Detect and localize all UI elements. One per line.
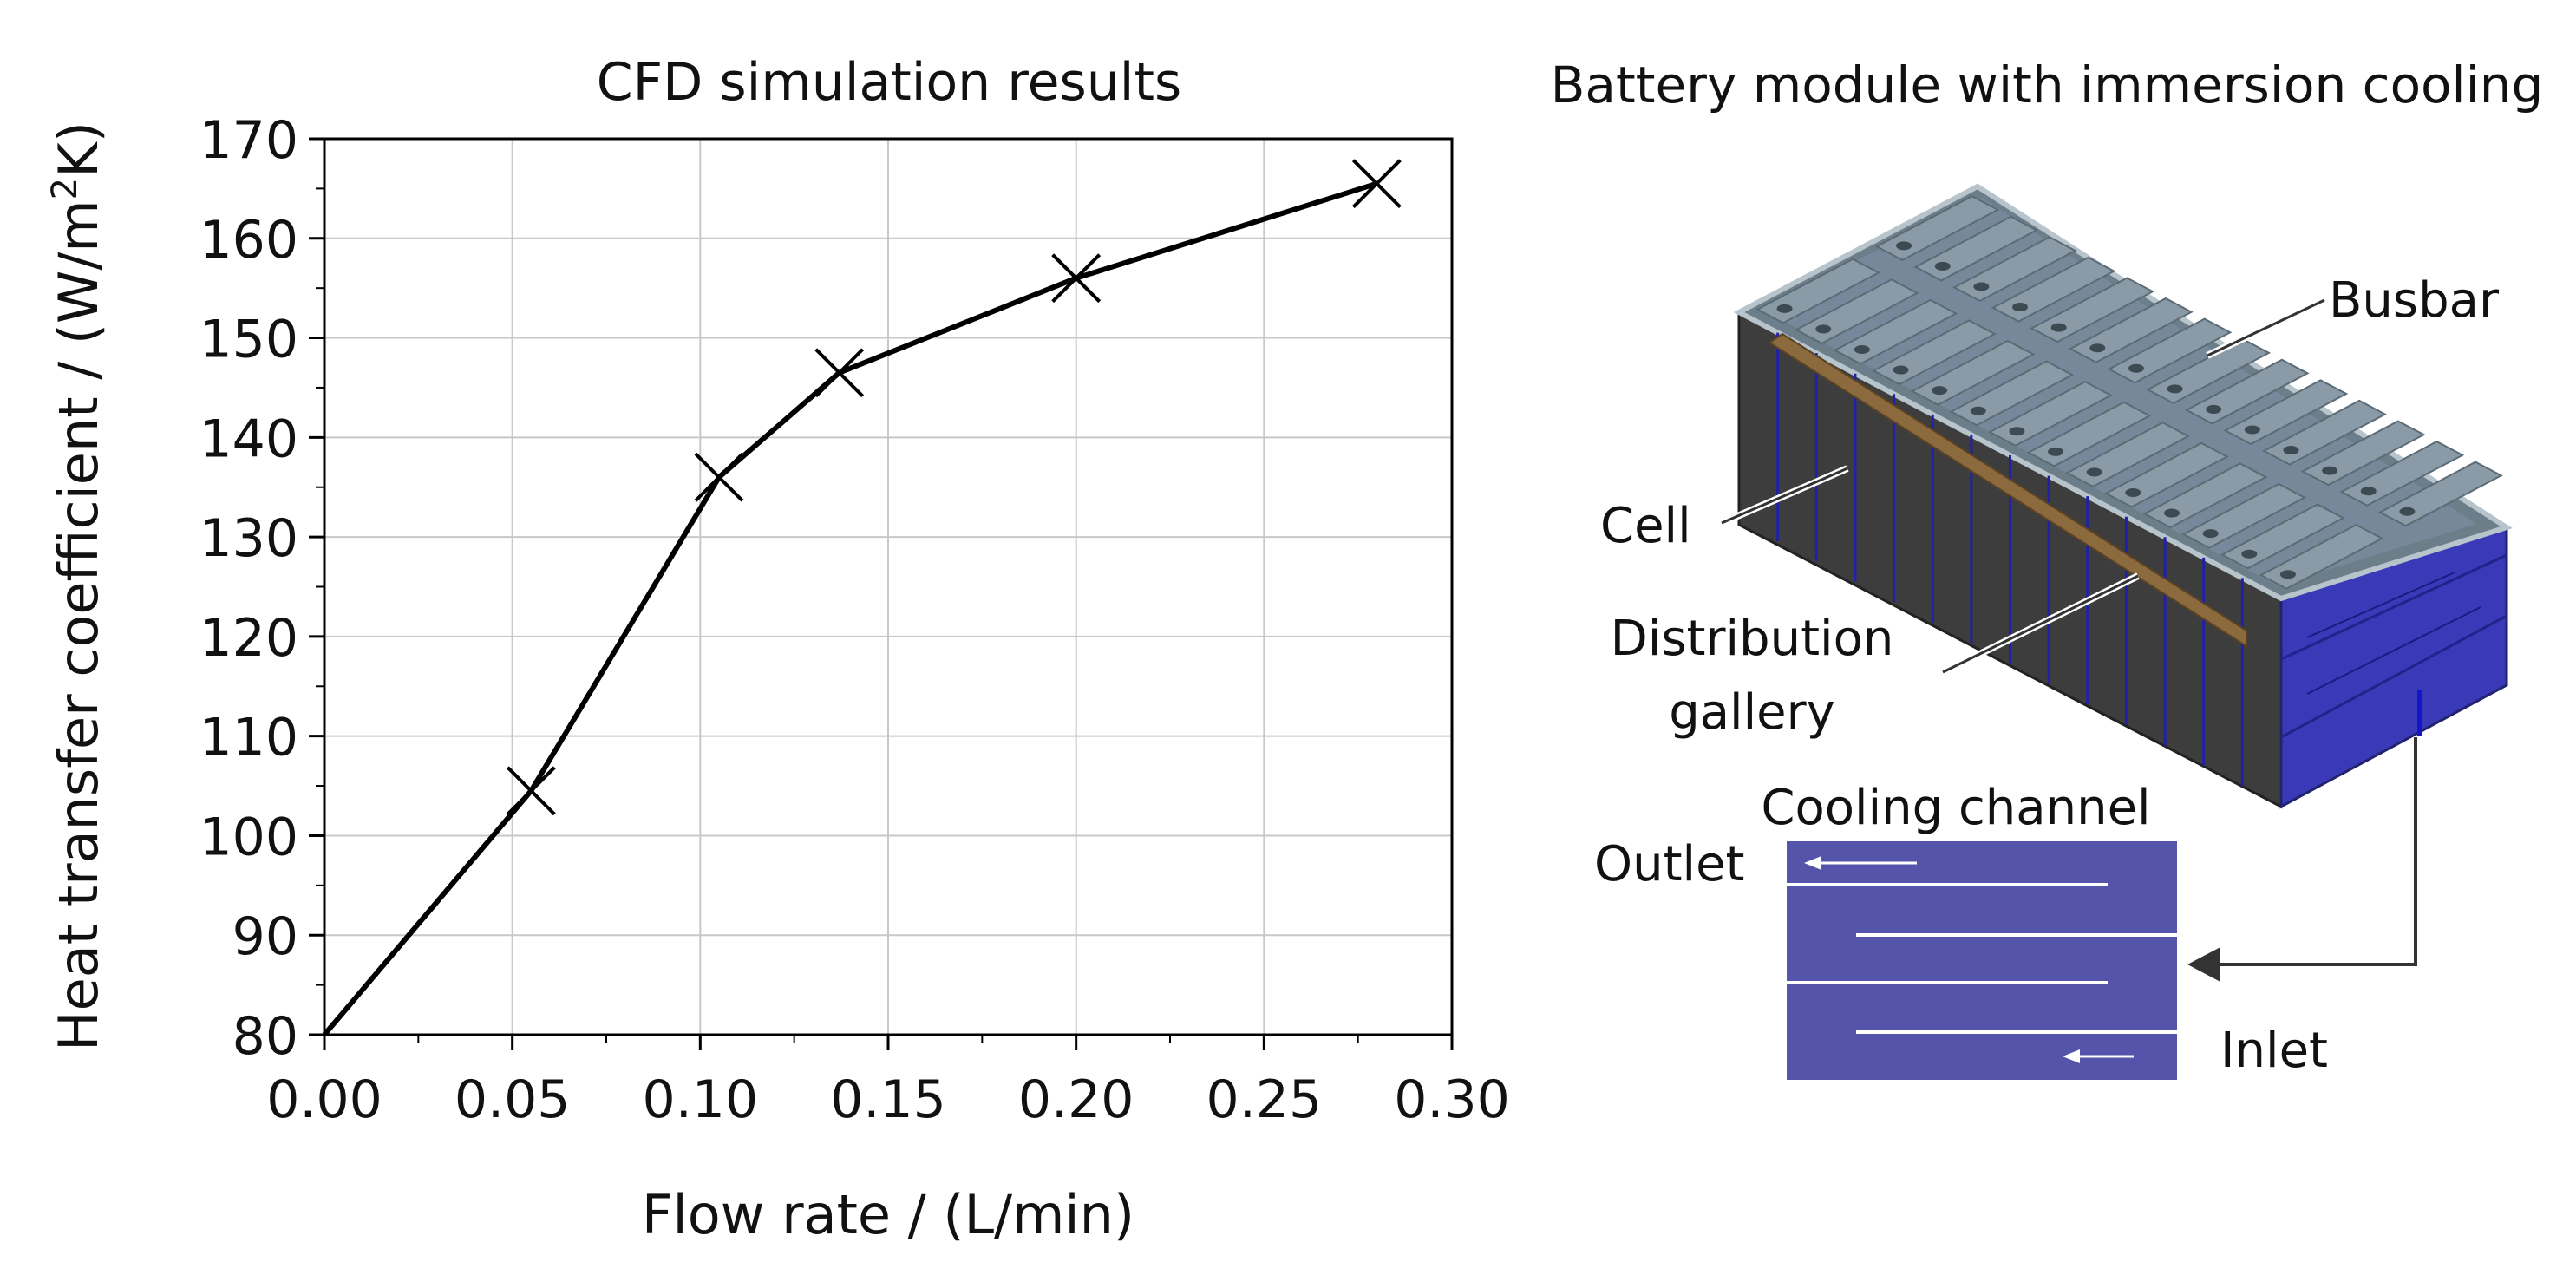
cell-terminal: [2128, 363, 2144, 373]
cell-terminal: [2048, 447, 2064, 456]
data-point-marker: [506, 766, 556, 816]
inlet-label: Inlet: [2220, 1023, 2328, 1079]
cooling-channel-illustration: [1787, 841, 2177, 1080]
cell-terminal: [1973, 282, 1990, 291]
battery-module-illustration: [1733, 183, 2513, 809]
cell-terminal: [2399, 507, 2416, 516]
cell-terminal: [2283, 446, 2299, 455]
cell-terminal: [1815, 324, 1832, 334]
chart-title: CFD simulation results: [597, 52, 1182, 113]
cell-dividers: [1776, 332, 2244, 787]
cell-terminal: [2360, 487, 2377, 496]
x-tick-label: 0.25: [1206, 1069, 1323, 1130]
x-axis-label: Flow rate / (L/min): [642, 1183, 1134, 1246]
cooling-channel-label: Cooling channel: [1761, 780, 2150, 836]
axis-ticks: [309, 137, 1454, 1050]
cell-terminal: [2009, 427, 2025, 436]
cell-terminal: [2050, 323, 2067, 332]
cell-label: Cell: [1600, 498, 1691, 554]
cell-terminal: [2322, 466, 2338, 475]
cell-terminal: [2012, 303, 2028, 312]
data-point-marker: [694, 452, 744, 502]
y-tick-label: 170: [199, 110, 298, 171]
cell-terminal: [2206, 404, 2222, 414]
connector-arrowhead: [2187, 947, 2220, 982]
x-tick-label: 0.15: [830, 1069, 946, 1130]
cell-terminal: [2086, 467, 2102, 477]
cell-terminal: [2167, 384, 2183, 394]
battery-diagram: Battery module with immersion cooling: [1551, 56, 2544, 1080]
marker-stroke: [694, 452, 744, 502]
y-tick-label: 100: [199, 807, 298, 867]
cell-terminal: [1932, 386, 1948, 396]
y-axis-label: Heat transfer coefficient / (W/m2K): [45, 121, 110, 1051]
diagram-title: Battery module with immersion cooling: [1551, 56, 2544, 114]
chart-grid: [324, 138, 1453, 1036]
cell-terminal: [1893, 365, 1909, 375]
data-point-marker: [814, 348, 865, 398]
cell-terminal: [2164, 508, 2180, 518]
marker-stroke: [814, 348, 865, 398]
data-point-marker: [1351, 159, 1402, 209]
y-tick-label: 120: [199, 608, 298, 669]
cell-terminal: [1970, 406, 1986, 415]
x-tick-label: 0.05: [454, 1069, 571, 1130]
y-tick-label: 140: [199, 409, 298, 469]
cell-terminal: [2089, 343, 2106, 353]
cell-terminal: [2241, 549, 2258, 559]
busbar-label: Busbar: [2329, 272, 2500, 329]
cell-terminal: [1776, 304, 1793, 313]
marker-stroke: [1051, 253, 1102, 304]
x-tick-label: 0.30: [1394, 1069, 1510, 1130]
marker-stroke: [1351, 159, 1402, 209]
y-tick-label: 80: [232, 1006, 298, 1067]
distribution-label-line1: Distribution: [1611, 611, 1894, 667]
cell-tops: [1755, 195, 2503, 590]
data-point-marker: [1051, 253, 1102, 304]
y-tick-label: 90: [232, 906, 298, 967]
x-tick-label: 0.10: [643, 1069, 759, 1130]
outlet-label: Outlet: [1594, 836, 1745, 892]
y-tick-label: 160: [199, 210, 298, 271]
connector-arrow: [2212, 737, 2417, 966]
y-tick-label: 150: [199, 310, 298, 370]
series-line: [322, 180, 1378, 1036]
y-tick-label: 130: [199, 508, 298, 569]
distribution-gallery-bar: [1768, 332, 2247, 648]
x-tick-labels: 0.00 0.05 0.10 0.15 0.20 0.25 0.30: [266, 1069, 1510, 1130]
data-markers: [506, 159, 1402, 816]
y-tick-labels: 80 90 100 110 120 130 140 150 160 170: [199, 110, 298, 1067]
y-tick-label: 110: [199, 708, 298, 768]
cell-terminal: [1854, 344, 1870, 354]
marker-stroke: [506, 766, 556, 816]
x-tick-label: 0.00: [266, 1069, 382, 1130]
cell-terminal: [1896, 241, 1912, 251]
cell-terminal: [1934, 261, 1951, 271]
cell-terminal: [2125, 487, 2141, 497]
distribution-label-line2: gallery: [1669, 684, 1835, 741]
cell-terminal: [2244, 425, 2260, 435]
cell-terminal: [2279, 570, 2296, 579]
cell-terminal: [2202, 529, 2219, 539]
chart: CFD simulation results 0.00 0.05 0.10 0.15 0…: [45, 52, 1510, 1246]
x-tick-label: 0.20: [1018, 1069, 1134, 1130]
